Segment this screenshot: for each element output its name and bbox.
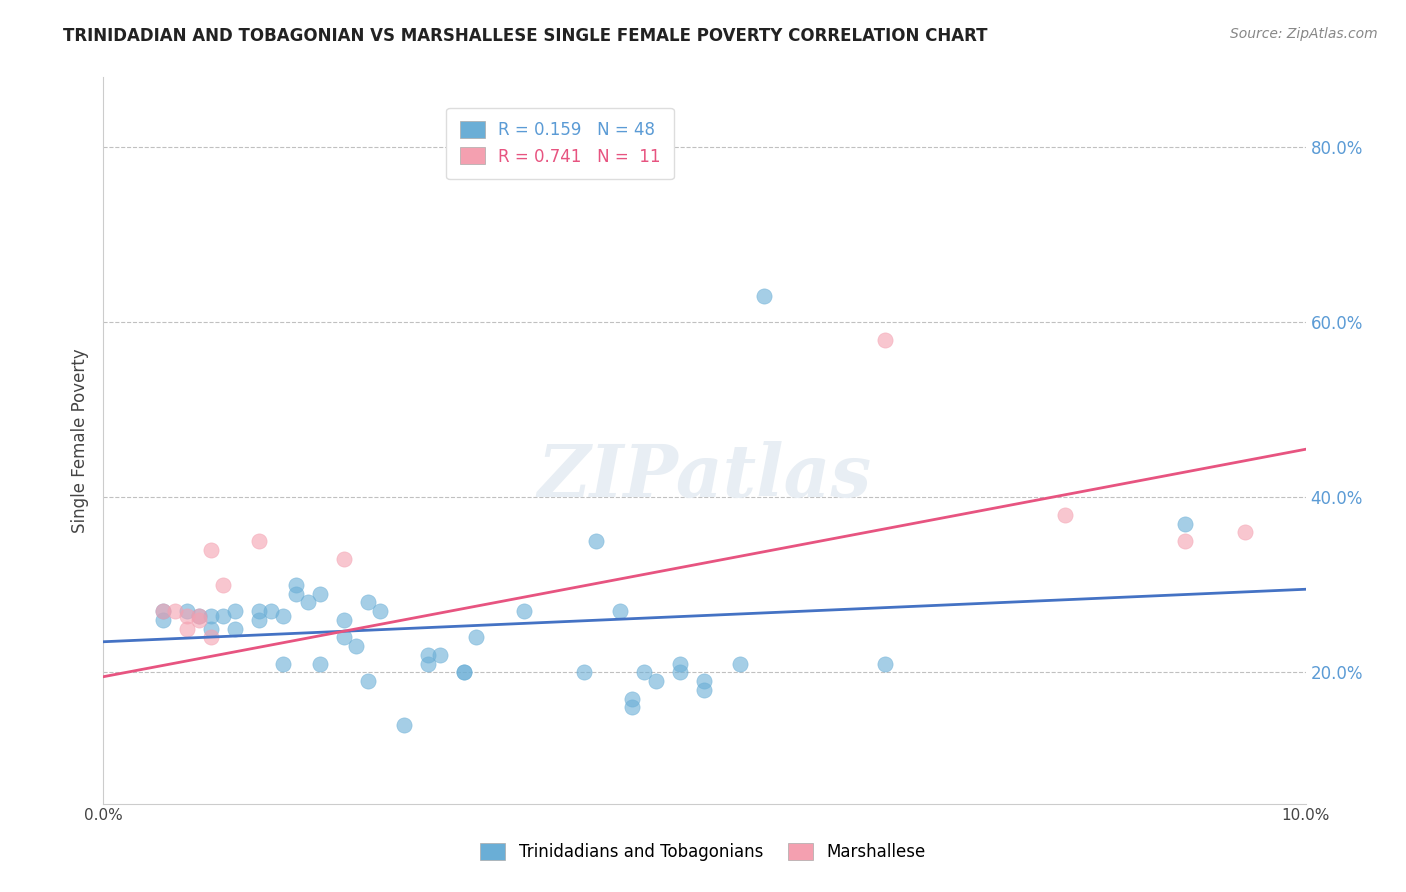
Point [1053,508,1076,522]
Point [669,665,692,680]
Point [453,665,475,680]
Point [188,613,211,627]
Point [152,604,174,618]
Point [176,608,198,623]
Point [464,631,486,645]
Point [332,613,354,627]
Point [633,665,655,680]
Point [1174,534,1197,549]
Point [621,700,644,714]
Point [754,289,776,303]
Point [224,604,246,618]
Point [200,608,222,623]
Point [609,604,631,618]
Point [416,657,439,671]
Y-axis label: Single Female Poverty: Single Female Poverty [72,348,89,533]
Point [308,657,330,671]
Point [693,682,716,697]
Point [693,674,716,689]
Point [176,622,198,636]
Point [152,604,174,618]
Point [429,648,451,662]
Point [212,608,235,623]
Point [200,542,222,557]
Point [392,718,415,732]
Point [585,534,607,549]
Point [1174,516,1197,531]
Point [273,608,295,623]
Point [297,595,319,609]
Text: ZIPatlas: ZIPatlas [537,442,872,512]
Point [621,691,644,706]
Point [453,665,475,680]
Point [165,604,187,618]
Point [873,657,896,671]
Point [308,587,330,601]
Point [249,534,271,549]
Point [416,648,439,662]
Point [249,613,271,627]
Point [513,604,536,618]
Point [249,604,271,618]
Point [356,595,378,609]
Point [669,657,692,671]
Point [260,604,283,618]
Point [212,578,235,592]
Point [368,604,391,618]
Point [224,622,246,636]
Point [572,665,595,680]
Point [200,631,222,645]
Point [284,587,307,601]
Point [188,608,211,623]
Point [344,639,367,653]
Legend: Trinidadians and Tobagonians, Marshallese: Trinidadians and Tobagonians, Marshalles… [467,830,939,875]
Point [730,657,752,671]
Point [356,674,378,689]
Point [284,578,307,592]
Point [152,613,174,627]
Point [200,622,222,636]
Text: Source: ZipAtlas.com: Source: ZipAtlas.com [1230,27,1378,41]
Point [1234,525,1257,540]
Point [332,551,354,566]
Text: TRINIDADIAN AND TOBAGONIAN VS MARSHALLESE SINGLE FEMALE POVERTY CORRELATION CHAR: TRINIDADIAN AND TOBAGONIAN VS MARSHALLES… [63,27,988,45]
Point [176,604,198,618]
Point [645,674,668,689]
Legend: R = 0.159   N = 48, R = 0.741   N =  11: R = 0.159 N = 48, R = 0.741 N = 11 [446,108,673,179]
Point [273,657,295,671]
Point [188,608,211,623]
Point [873,333,896,347]
Point [332,631,354,645]
